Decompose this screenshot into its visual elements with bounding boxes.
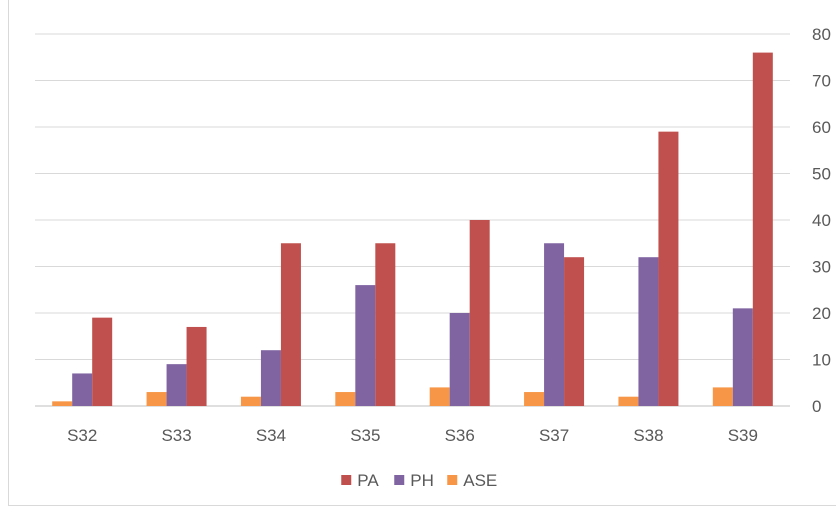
bars <box>52 52 773 406</box>
bar-ph-s39 <box>732 308 753 406</box>
legend: PA PH ASE <box>341 471 497 490</box>
y-tick-label: 10 <box>812 351 831 370</box>
x-tick-label: S39 <box>728 426 758 445</box>
y-tick-label: 0 <box>812 397 821 416</box>
y-tick-label: 30 <box>812 258 831 277</box>
bar-pa-s35 <box>375 243 396 406</box>
bar-ase-s32 <box>52 401 73 406</box>
x-axis-tick-labels: S32 S33 S34 S35 S36 S37 S38 S39 <box>67 426 758 445</box>
x-tick-label: S37 <box>539 426 569 445</box>
bar-ase-s38 <box>618 396 639 406</box>
chart-frame <box>8 0 836 506</box>
bar-pa-s34 <box>280 243 301 406</box>
bar-ase-s36 <box>429 387 450 406</box>
bar-ph-s35 <box>355 285 376 406</box>
x-tick-label: S35 <box>350 426 380 445</box>
legend-label-ase: ASE <box>463 471 497 490</box>
bar-pa-s33 <box>186 326 207 406</box>
y-tick-label: 80 <box>812 25 831 44</box>
y-tick-label: 40 <box>812 211 831 230</box>
x-tick-label: S36 <box>445 426 475 445</box>
x-tick-label: S34 <box>256 426 286 445</box>
bar-pa-s32 <box>92 317 113 406</box>
legend-label-pa: PA <box>357 471 379 490</box>
bar-ase-s33 <box>146 392 167 406</box>
y-tick-label: 20 <box>812 304 831 323</box>
bar-pa-s38 <box>658 131 679 406</box>
bar-ph-s32 <box>72 373 93 406</box>
y-tick-label: 60 <box>812 118 831 137</box>
bar-ase-s35 <box>335 392 356 406</box>
bar-pa-s36 <box>469 220 490 406</box>
x-tick-label: S38 <box>633 426 663 445</box>
y-tick-label: 70 <box>812 72 831 91</box>
legend-swatch-ase <box>447 475 458 485</box>
bar-ase-s34 <box>240 396 261 406</box>
x-tick-label: S33 <box>161 426 191 445</box>
bar-ase-s37 <box>524 392 545 406</box>
bar-pa-s39 <box>752 52 773 406</box>
bar-ph-s34 <box>260 350 281 406</box>
x-tick-label: S32 <box>67 426 97 445</box>
bar-ph-s37 <box>544 243 565 406</box>
y-axis-tick-labels: 0 10 20 30 40 50 60 70 80 <box>812 25 831 416</box>
bar-ase-s39 <box>712 387 733 406</box>
bar-ph-s38 <box>638 257 659 406</box>
y-tick-label: 50 <box>812 165 831 184</box>
bar-ph-s33 <box>166 364 187 406</box>
bar-pa-s37 <box>564 257 585 406</box>
legend-swatch-pa <box>341 475 352 485</box>
bar-ph-s36 <box>449 313 470 406</box>
legend-swatch-ph <box>394 475 405 485</box>
legend-label-ph: PH <box>410 471 434 490</box>
